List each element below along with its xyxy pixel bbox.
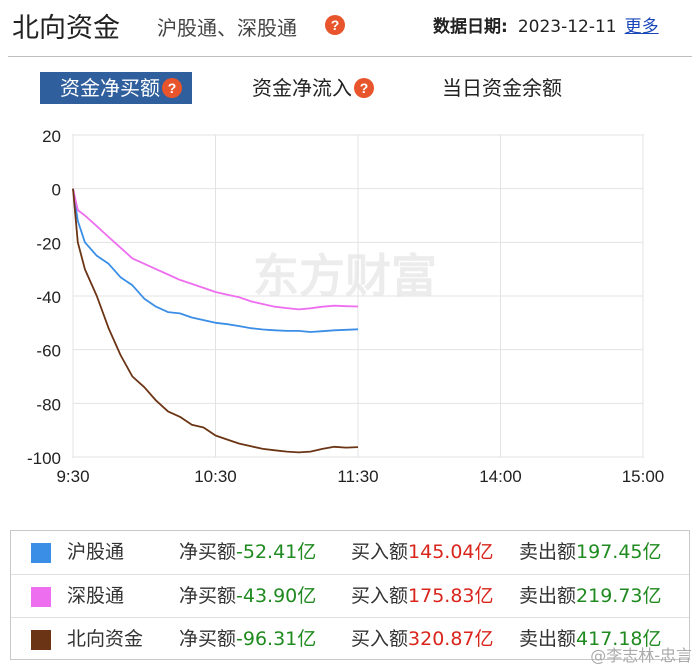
legend-swatch-sh <box>31 543 51 563</box>
legend-swatch-north <box>31 630 51 650</box>
legend-buy: 买入额145.04亿 <box>351 531 494 574</box>
x-tick-label: 10:30 <box>194 467 237 486</box>
tab-bar: 资金净买额? 资金净流入? 当日资金余额 <box>40 72 640 104</box>
sell-label: 卖出额 <box>519 585 577 607</box>
series-line-3 <box>72 188 359 454</box>
y-tick-label: -40 <box>36 288 61 307</box>
legend-name: 深股通 <box>67 585 125 607</box>
y-tick-label: -80 <box>36 395 61 414</box>
net-value: -43.90亿 <box>236 585 317 607</box>
question-icon[interactable]: ? <box>325 15 345 35</box>
sell-value: 197.45亿 <box>576 541 662 563</box>
date-value: 2023-12-11 <box>517 17 617 37</box>
net-label: 净买额 <box>179 541 237 563</box>
watermark-logo: 东方财富 <box>253 249 437 303</box>
y-tick-label: 0 <box>52 181 61 200</box>
legend-sell: 卖出额417.18亿 <box>519 618 662 661</box>
credit-watermark: @李志林-忠言 <box>590 646 692 665</box>
net-label: 净买额 <box>179 628 237 650</box>
legend-name: 沪股通 <box>67 541 125 563</box>
sell-label: 卖出额 <box>519 541 577 563</box>
legend-sell: 卖出额219.73亿 <box>519 575 662 618</box>
legend-net: 净买额-96.31亿 <box>179 618 316 661</box>
question-icon[interactable]: ? <box>162 78 182 98</box>
legend-swatch-sz <box>31 587 51 607</box>
tab-net-buy[interactable]: 资金净买额? <box>40 72 192 104</box>
legend-sell: 卖出额197.45亿 <box>519 531 662 574</box>
y-tick-label: -100 <box>27 449 61 468</box>
net-value: -96.31亿 <box>236 628 317 650</box>
date-info: 数据日期: 2023-12-11 更多 <box>433 12 659 37</box>
net-value: -52.41亿 <box>236 541 317 563</box>
legend-buy: 买入额320.87亿 <box>351 618 494 661</box>
buy-label: 买入额 <box>351 628 409 650</box>
buy-value: 320.87亿 <box>408 628 494 650</box>
legend-name: 北向资金 <box>67 628 144 650</box>
sell-label: 卖出额 <box>519 628 577 650</box>
legend-net: 净买额-43.90亿 <box>179 575 316 618</box>
page-subtitle: 沪股通、深股通 <box>157 16 297 40</box>
buy-label: 买入额 <box>351 585 409 607</box>
date-label: 数据日期: <box>433 17 508 37</box>
tab-day-balance-label: 当日资金余额 <box>442 76 562 100</box>
header-divider <box>8 56 692 57</box>
tab-net-buy-label: 资金净买额 <box>60 76 160 100</box>
tab-net-inflow-label: 资金净流入 <box>252 76 352 100</box>
y-tick-label: 20 <box>42 127 61 146</box>
more-link[interactable]: 更多 <box>624 17 659 37</box>
legend-row-sz: 深股通 净买额-43.90亿 买入额175.83亿 卖出额219.73亿 <box>11 574 689 617</box>
legend-table: 沪股通 净买额-52.41亿 买入额145.04亿 卖出额197.45亿 深股通… <box>10 530 690 660</box>
x-tick-label: 14:00 <box>479 467 522 486</box>
x-tick-label: 11:30 <box>337 467 378 486</box>
header: 北向资金 沪股通、深股通 ? 数据日期: 2023-12-11 更多 <box>0 0 700 58</box>
net-label: 净买额 <box>179 585 237 607</box>
sell-value: 219.73亿 <box>576 585 662 607</box>
x-tick-label: 9:30 <box>56 467 89 486</box>
tab-net-inflow[interactable]: 资金净流入? <box>252 72 374 104</box>
sell-value: 417.18亿 <box>576 628 662 650</box>
y-tick-label: -60 <box>36 342 61 361</box>
series-line-1 <box>72 188 359 333</box>
page-title: 北向资金 <box>12 13 120 44</box>
legend-row-sh: 沪股通 净买额-52.41亿 买入额145.04亿 卖出额197.45亿 <box>11 531 689 574</box>
question-icon[interactable]: ? <box>354 78 374 98</box>
buy-value: 145.04亿 <box>408 541 494 563</box>
buy-label: 买入额 <box>351 541 409 563</box>
legend-net: 净买额-52.41亿 <box>179 531 316 574</box>
series-line-2 <box>72 188 359 311</box>
tab-day-balance[interactable]: 当日资金余额 <box>442 72 562 104</box>
y-tick-label: -20 <box>36 234 61 253</box>
legend-row-north: 北向资金 净买额-96.31亿 买入额320.87亿 卖出额417.18亿 <box>11 617 689 660</box>
buy-value: 175.83亿 <box>408 585 494 607</box>
x-tick-label: 15:00 <box>622 467 665 486</box>
legend-buy: 买入额175.83亿 <box>351 575 494 618</box>
